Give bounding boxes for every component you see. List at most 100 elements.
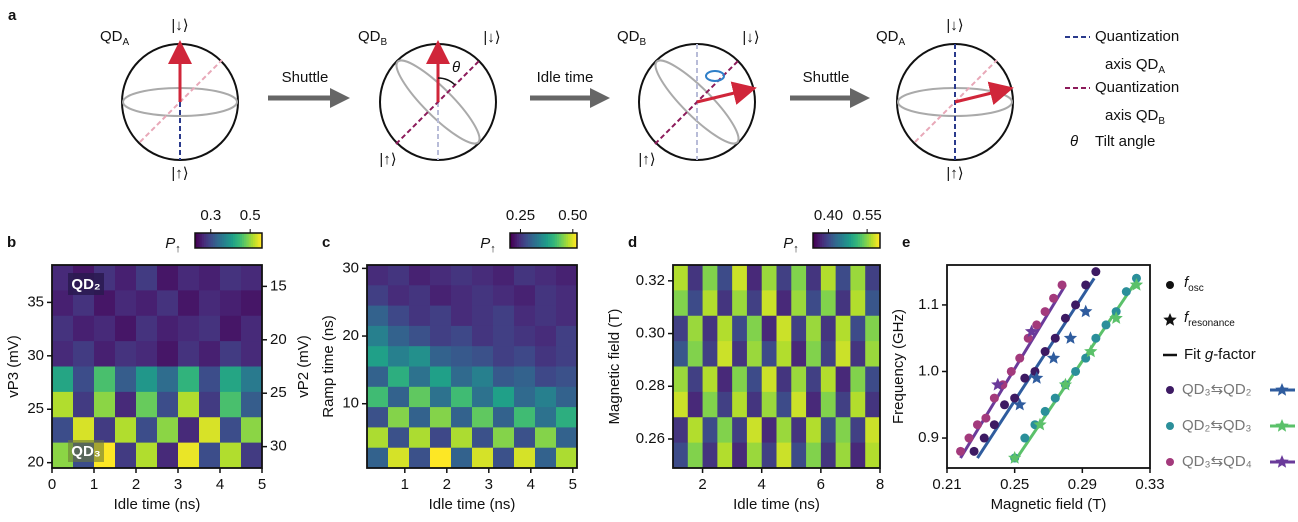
x-tick-label: 4 (758, 476, 766, 493)
heatmap-cell (451, 265, 473, 286)
legend-text: axis QDA (1105, 56, 1165, 76)
heatmap-cell (746, 442, 763, 469)
colorbar-swatch (875, 233, 879, 248)
panel-label: e (902, 234, 910, 251)
heatmap-cell (820, 391, 837, 418)
heatmap-cell (687, 391, 704, 418)
osc-point (969, 446, 979, 456)
colorbar-swatch (212, 233, 216, 248)
y2-tick-label: 30 (270, 438, 287, 455)
heatmap-cell (367, 346, 389, 367)
heatmap-cell (178, 366, 200, 393)
heatmap-cell (451, 285, 473, 307)
colorbar-swatch (850, 233, 854, 248)
heatmap-cell (472, 427, 494, 449)
heatmap-cell (136, 265, 158, 291)
heatmap-cell (367, 305, 389, 327)
colorbar-swatch (848, 233, 852, 248)
heatmap-cell (535, 346, 557, 367)
colorbar-swatch (248, 233, 252, 248)
x-tick-label: 3 (485, 476, 493, 493)
colorbar-swatch (235, 233, 238, 248)
heatmap-cell (178, 391, 200, 418)
label-sub: B (640, 37, 647, 48)
osc-point (1040, 307, 1050, 317)
colorbar-swatch (195, 233, 198, 248)
colorbar-swatch (514, 233, 518, 248)
heatmap-cell (717, 265, 733, 291)
heatmap-cell (687, 417, 704, 444)
heatmap-cell (409, 407, 431, 428)
legend-dot (1166, 386, 1174, 394)
heatmap-cell (94, 417, 116, 444)
heatmap-cell (388, 346, 410, 367)
resonance-point (1008, 451, 1022, 464)
label: QD (100, 28, 123, 45)
colorbar-swatch (197, 233, 200, 248)
heatmap-cell (835, 366, 851, 393)
heatmap-cell (136, 341, 158, 367)
x-tick-label: 2 (132, 476, 140, 493)
colorbar-swatch (237, 233, 241, 248)
heatmap-cell (732, 265, 748, 291)
osc-point (989, 393, 999, 403)
heatmap-cell (865, 417, 881, 444)
heatmap-cell (493, 427, 515, 449)
heatmap-cell (220, 315, 242, 342)
colorbar-swatch (574, 233, 578, 248)
heatmap-cell (820, 315, 837, 342)
heatmap-cell (806, 417, 822, 444)
y-axis-label: vP3 (mV) (5, 335, 22, 398)
heatmap-cell (556, 305, 578, 327)
heatmap-cell (732, 290, 748, 317)
colorbar-swatch (853, 233, 856, 248)
colorbar-swatch (835, 233, 839, 248)
x-axis-label: Idle time (ns) (114, 496, 201, 513)
heatmap-cell (178, 290, 200, 317)
colorbar-swatch (201, 233, 205, 248)
heatmap-cell (820, 366, 837, 393)
heatmap-cell (472, 407, 494, 428)
heatmap-cell (157, 341, 179, 367)
heatmap-cell (514, 325, 536, 347)
heatmap-cell (178, 417, 200, 444)
colorbar-swatch (512, 233, 515, 248)
heatmap-cell (732, 442, 748, 469)
sphere-label: QDA (100, 28, 130, 48)
colorbar-swatch (541, 233, 544, 248)
heatmap-cell (702, 442, 718, 469)
heatmap-cell (717, 442, 733, 469)
colorbar-swatch (521, 233, 524, 248)
step-label: Idle time (537, 69, 594, 86)
heatmap-cell (367, 325, 389, 347)
colorbar-swatch (857, 233, 861, 248)
heatmap-cell (806, 341, 822, 367)
osc-point (989, 420, 999, 430)
colorbar-swatch (208, 233, 212, 248)
osc-point (1071, 366, 1081, 376)
ket: |↓⟩ (742, 29, 759, 46)
heatmap-cell (776, 417, 792, 444)
heatmap-cell (791, 265, 807, 291)
colorbar-tick-label: 0.25 (506, 207, 535, 224)
colorbar-sub: ↑ (490, 243, 496, 255)
heatmap-cell (73, 341, 95, 367)
colorbar-swatch (244, 233, 247, 248)
heatmap-cell (52, 391, 74, 418)
heatmap-cell (820, 417, 837, 444)
colorbar-swatch (219, 233, 223, 248)
heatmap-cell (850, 315, 866, 342)
x-tick-label: 4 (527, 476, 535, 493)
legend-symbol: f (1184, 309, 1190, 326)
heatmap-cell (199, 442, 221, 469)
heatmap-cell (732, 417, 748, 444)
heatmap-cell (388, 427, 410, 449)
heatmap-cell (472, 386, 494, 408)
y-tick-label: 30 (342, 259, 359, 276)
colorbar-swatch (817, 233, 821, 248)
colorbar-swatch (539, 233, 542, 248)
heatmap-cell (535, 427, 557, 449)
colorbar-label: P↑ (165, 235, 181, 255)
heatmap-cell (820, 341, 837, 367)
osc-point (1049, 293, 1059, 303)
